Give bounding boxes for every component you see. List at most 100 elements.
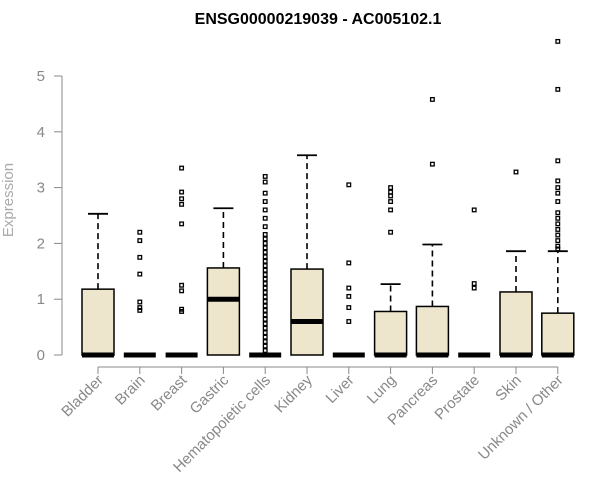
x-tick-label: Bladder — [58, 372, 107, 421]
y-tick-label: 5 — [37, 68, 45, 85]
y-tick-label: 2 — [37, 235, 45, 252]
outlier-point — [262, 312, 268, 318]
outlier-point — [262, 330, 268, 336]
outlier-point — [262, 245, 268, 251]
outlier-point — [262, 240, 268, 246]
outlier-point — [262, 348, 268, 353]
box-group — [499, 169, 533, 358]
outlier-point — [262, 263, 268, 269]
box — [206, 267, 241, 356]
outlier-point — [262, 232, 268, 237]
outlier-point — [388, 199, 394, 204]
outlier-point — [262, 179, 268, 185]
box-group — [123, 229, 156, 358]
y-tick-label: 1 — [37, 291, 45, 308]
y-axis: 0 1 2 3 4 5 — [37, 68, 63, 364]
outlier-point — [388, 193, 394, 199]
outlier-point — [555, 190, 561, 196]
x-tick-label: Brain — [112, 372, 149, 409]
outlier-point — [555, 38, 561, 44]
x-tick-label: Prostate — [431, 372, 483, 424]
outlier-point — [262, 298, 268, 304]
outlier-point — [555, 232, 561, 238]
outlier-point — [137, 229, 143, 235]
box-group — [541, 38, 575, 358]
outlier-point — [555, 178, 561, 184]
outlier-point — [137, 238, 143, 244]
outlier-point — [346, 285, 352, 291]
outlier-point — [262, 254, 268, 260]
outlier-point — [471, 207, 477, 213]
outlier-point — [137, 307, 143, 313]
outlier-point — [262, 272, 268, 278]
outlier-point — [555, 215, 561, 221]
outlier-point — [137, 305, 143, 311]
outlier-point — [179, 288, 185, 294]
y-tick-label: 0 — [37, 347, 45, 364]
y-axis-label: Expression — [0, 163, 17, 237]
outlier-point — [262, 224, 268, 230]
y-tick-label: 4 — [37, 124, 45, 141]
outlier-point — [555, 226, 561, 232]
outlier-point — [262, 199, 268, 204]
box — [373, 310, 408, 356]
outlier-point — [388, 189, 394, 195]
outlier-point — [179, 196, 185, 202]
outlier-point — [137, 254, 143, 260]
outlier-point — [555, 243, 561, 249]
outlier-point — [555, 246, 561, 252]
box-group — [415, 96, 450, 358]
outlier-point — [471, 285, 477, 291]
outlier-point — [179, 221, 185, 227]
box — [415, 305, 450, 356]
outlier-point — [262, 316, 268, 322]
x-tick-label: Breast — [148, 371, 191, 414]
y-tick-label: 3 — [37, 180, 45, 197]
outlier-point — [388, 229, 394, 235]
outlier-point — [346, 319, 352, 324]
box-group — [81, 212, 115, 358]
outlier-point — [262, 325, 268, 331]
outlier-point — [137, 271, 143, 277]
outlier-point — [262, 334, 268, 340]
outlier-point — [262, 321, 268, 327]
outlier-point — [262, 281, 268, 287]
outlier-point — [555, 86, 561, 92]
box — [541, 312, 575, 356]
outlier-point — [429, 161, 435, 167]
outlier-point — [262, 339, 268, 345]
outlier-point — [262, 207, 268, 213]
box-group — [458, 207, 491, 358]
outlier-point — [262, 276, 268, 282]
outlier-point — [388, 185, 394, 191]
plot-area — [81, 38, 575, 358]
outlier-point — [262, 343, 268, 349]
outlier-point — [555, 185, 561, 191]
outlier-point — [262, 307, 268, 313]
x-tick-label: Liver — [323, 372, 358, 407]
chart-title: ENSG00000219039 - AC005102.1 — [195, 11, 442, 28]
outlier-point — [429, 96, 435, 102]
outlier-point — [179, 189, 185, 195]
outlier-point — [262, 294, 268, 300]
box-group — [373, 185, 408, 358]
outlier-point — [179, 306, 185, 312]
outlier-point — [555, 210, 561, 216]
outlier-point — [555, 199, 561, 204]
outlier-point — [346, 293, 352, 299]
box — [290, 268, 324, 356]
outlier-point — [555, 158, 561, 164]
x-tick-label: Lung — [364, 372, 400, 408]
outlier-point — [262, 236, 268, 242]
outlier-point — [137, 299, 143, 305]
outlier-point — [179, 201, 185, 207]
outlier-point — [555, 221, 561, 227]
outlier-point — [346, 182, 352, 188]
outlier-point — [262, 190, 268, 196]
x-tick-label: Kidney — [271, 371, 316, 416]
outlier-point — [179, 282, 185, 288]
outlier-point — [388, 207, 394, 213]
outlier-point — [262, 267, 268, 273]
